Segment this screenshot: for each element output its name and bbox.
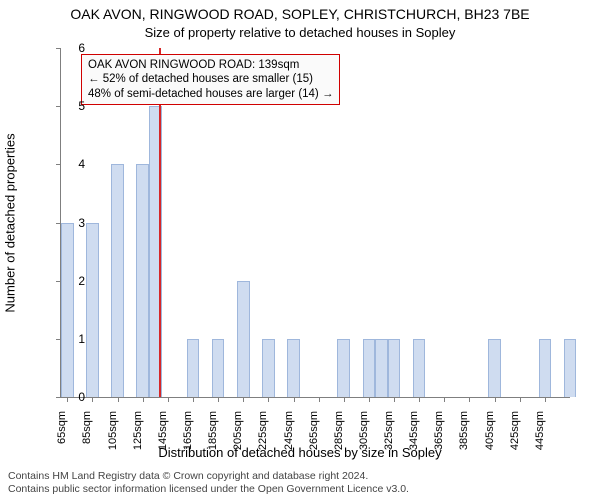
xtick-mark [218, 397, 219, 402]
xtick-mark [469, 397, 470, 402]
histogram-bar [413, 339, 426, 397]
xtick-mark [92, 397, 93, 402]
histogram-bar [337, 339, 350, 397]
ytick-label: 6 [78, 41, 85, 55]
ytick-mark [56, 397, 61, 398]
xtick-mark [243, 397, 244, 402]
annotation-line: OAK AVON RINGWOOD ROAD: 139sqm [88, 58, 333, 72]
histogram-bar [388, 339, 401, 397]
xtick-mark [193, 397, 194, 402]
histogram-bar [262, 339, 275, 397]
xtick-mark [118, 397, 119, 402]
xtick-mark [394, 397, 395, 402]
annotation-line: ← 52% of detached houses are smaller (15… [88, 72, 333, 86]
xtick-mark [294, 397, 295, 402]
y-axis-label: Number of detached properties [3, 133, 18, 312]
xtick-mark [67, 397, 68, 402]
footer-line1: Contains HM Land Registry data © Crown c… [8, 470, 409, 483]
xtick-mark [344, 397, 345, 402]
ytick-label: 1 [78, 332, 85, 346]
histogram-bar [363, 339, 376, 397]
xtick-mark [369, 397, 370, 402]
xtick-mark [168, 397, 169, 402]
ytick-label: 0 [78, 390, 85, 404]
histogram-bar [111, 164, 124, 397]
histogram-bar [136, 164, 149, 397]
histogram-bar [86, 223, 99, 398]
ytick-label: 5 [78, 99, 85, 113]
histogram-bar [539, 339, 552, 397]
xtick-mark [143, 397, 144, 402]
histogram-bar [375, 339, 388, 397]
xtick-mark [520, 397, 521, 402]
xtick-mark [444, 397, 445, 402]
xtick-mark [495, 397, 496, 402]
histogram-bar [237, 281, 250, 397]
histogram-bar [212, 339, 225, 397]
ytick-label: 4 [78, 157, 85, 171]
footer-line2: Contains public sector information licen… [8, 483, 409, 496]
ytick-label: 3 [78, 216, 85, 230]
ytick-mark [56, 106, 61, 107]
plot-area: OAK AVON RINGWOOD ROAD: 139sqm← 52% of d… [60, 48, 570, 398]
chart-subtitle: Size of property relative to detached ho… [0, 25, 600, 40]
xtick-mark [545, 397, 546, 402]
histogram-bar [187, 339, 200, 397]
xtick-mark [319, 397, 320, 402]
histogram-bar [488, 339, 501, 397]
histogram-bar [287, 339, 300, 397]
xtick-mark [268, 397, 269, 402]
ytick-label: 2 [78, 274, 85, 288]
footer-attribution: Contains HM Land Registry data © Crown c… [8, 470, 409, 496]
histogram-bar [564, 339, 577, 397]
chart-title: OAK AVON, RINGWOOD ROAD, SOPLEY, CHRISTC… [0, 6, 600, 22]
chart-container: OAK AVON, RINGWOOD ROAD, SOPLEY, CHRISTC… [0, 0, 600, 500]
annotation-line: 48% of semi-detached houses are larger (… [88, 87, 333, 101]
xtick-mark [419, 397, 420, 402]
histogram-bar [61, 223, 74, 398]
ytick-mark [56, 48, 61, 49]
ytick-mark [56, 164, 61, 165]
annotation-box: OAK AVON RINGWOOD ROAD: 139sqm← 52% of d… [81, 54, 340, 105]
